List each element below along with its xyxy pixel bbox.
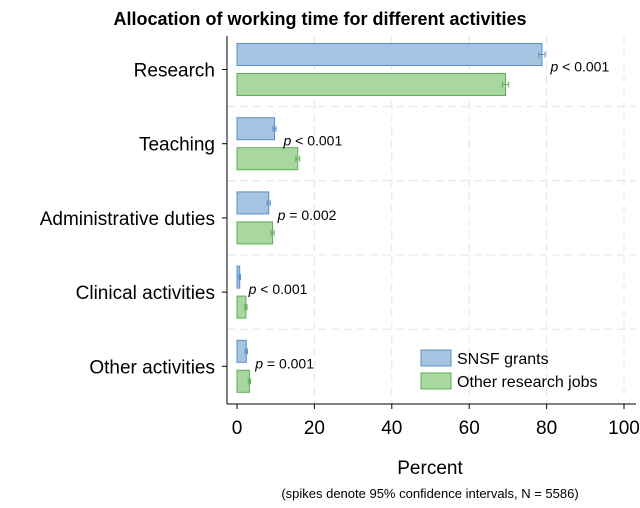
labels: Research Teaching Administrative duties Cli… <box>40 59 610 379</box>
bar-other-1 <box>236 147 299 171</box>
ci-spike-snsf-2 <box>266 199 271 206</box>
category-label-4: Other activities <box>89 357 215 378</box>
x-tick-label-40: 40 <box>381 418 402 439</box>
axis-note: (spikes denote 95% confidence intervals,… <box>281 486 578 501</box>
p-value-annotation-2: p = 0.002 <box>277 207 337 223</box>
legend-label-snsf: SNSF grants <box>457 351 549 368</box>
bars <box>236 43 546 393</box>
ci-spike-other-2 <box>270 229 275 236</box>
legend-label-other: Other research jobs <box>457 374 598 391</box>
x-tick-label-0: 0 <box>232 418 243 439</box>
category-label-2: Administrative duties <box>40 209 215 230</box>
legend: SNSF grants Other research jobs <box>420 349 598 391</box>
category-label-1: Teaching <box>139 135 215 156</box>
legend-swatch-other <box>420 372 452 390</box>
bar-snsf-1 <box>236 117 276 141</box>
x-tick-label-80: 80 <box>536 418 557 439</box>
bar-other-2 <box>236 221 274 245</box>
ci-spike-other-3 <box>244 304 248 311</box>
p-value-annotation-3: p < 0.001 <box>248 281 308 297</box>
p-value-annotation-1: p < 0.001 <box>282 133 342 149</box>
bar-snsf-2 <box>236 191 270 215</box>
category-label-0: Research <box>134 61 215 82</box>
axes: 0 20 40 60 80 100 <box>222 36 640 439</box>
ci-spike-snsf-4 <box>244 348 248 355</box>
bar-other-4 <box>236 369 250 393</box>
bar-other-0 <box>236 73 507 96</box>
ci-spike-other-0 <box>501 81 510 88</box>
legend-swatch-snsf <box>420 349 452 367</box>
x-axis-label: Percent <box>397 458 463 479</box>
p-value-annotation-0: p < 0.001 <box>549 59 609 75</box>
x-tick-label-60: 60 <box>459 418 480 439</box>
ci-spike-other-4 <box>247 378 252 385</box>
bar-snsf-0 <box>236 43 543 66</box>
chart-title: Allocation of working time for different… <box>113 9 526 29</box>
p-value-annotation-4: p = 0.001 <box>254 355 314 371</box>
grid <box>227 36 636 404</box>
ci-spike-snsf-3 <box>238 274 241 281</box>
x-tick-label-100: 100 <box>608 418 640 439</box>
ci-spike-snsf-0 <box>538 51 546 58</box>
x-tick-label-20: 20 <box>304 418 325 439</box>
ci-spike-snsf-1 <box>272 125 277 132</box>
category-label-3: Clinical activities <box>76 283 215 304</box>
ci-spike-other-1 <box>295 155 301 162</box>
